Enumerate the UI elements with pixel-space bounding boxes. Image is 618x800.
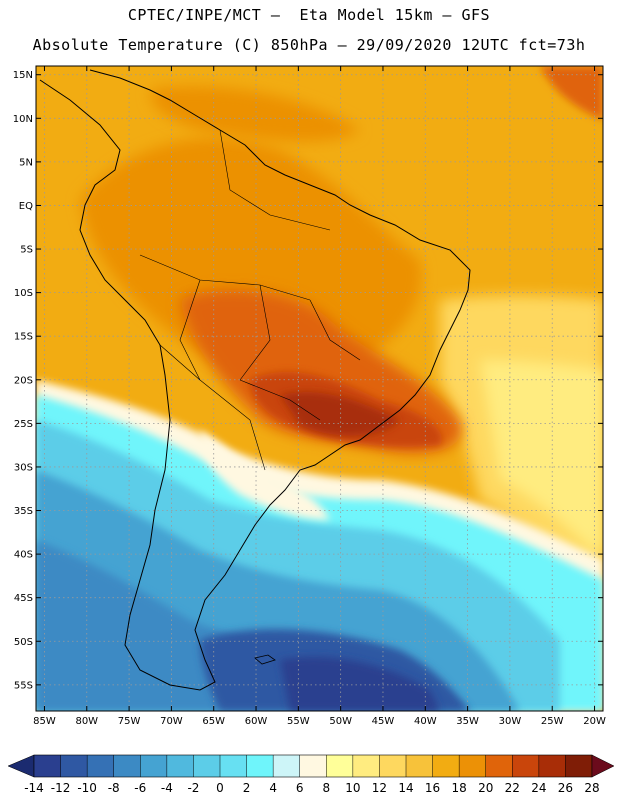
colorbar-swatch bbox=[406, 755, 434, 777]
lat-label: 20S bbox=[14, 375, 33, 386]
lon-label: 80W bbox=[75, 716, 98, 727]
colorbar-swatch bbox=[512, 755, 540, 777]
colorbar-swatch bbox=[565, 755, 593, 777]
colorbar-label: 20 bbox=[478, 781, 494, 795]
colorbar-label: 22 bbox=[504, 781, 520, 795]
lat-label: 55S bbox=[14, 680, 33, 691]
colorbar-label: 0 bbox=[216, 781, 224, 795]
colorbar-arrow-high bbox=[591, 754, 615, 778]
colorbar-swatch bbox=[299, 755, 327, 777]
colorbar-label: 6 bbox=[295, 781, 304, 795]
colorbar-swatch bbox=[432, 755, 460, 777]
colorbar-label: 18 bbox=[451, 781, 467, 795]
lon-label: 20W bbox=[583, 716, 606, 727]
lon-label: 50W bbox=[329, 716, 352, 727]
colorbar bbox=[7, 754, 615, 778]
lat-label: 35S bbox=[14, 506, 33, 517]
lat-label: 50S bbox=[14, 637, 33, 648]
map-title: CPTEC/INPE/MCT – Eta Model 15km – GFS bbox=[127, 6, 491, 24]
map-subtitle: Absolute Temperature (C) 850hPa – 29/09/… bbox=[32, 36, 586, 54]
lon-label: 35W bbox=[456, 716, 479, 727]
colorbar-label: -2 bbox=[187, 781, 200, 795]
lat-label: 45S bbox=[14, 593, 33, 604]
colorbar-swatch bbox=[538, 755, 566, 777]
colorbar-swatch bbox=[140, 755, 168, 777]
lon-label: 45W bbox=[372, 716, 395, 727]
colorbar-swatch bbox=[326, 755, 354, 777]
colorbar-swatch bbox=[485, 755, 513, 777]
colorbar-swatch bbox=[34, 755, 62, 777]
colorbar-label: -4 bbox=[160, 781, 173, 795]
lat-label: EQ bbox=[19, 201, 33, 212]
lat-label: 25S bbox=[14, 419, 33, 430]
lat-label: 30S bbox=[14, 462, 33, 473]
lat-label: 10N bbox=[13, 114, 33, 125]
colorbar-swatch bbox=[220, 755, 248, 777]
lon-label: 85W bbox=[33, 716, 56, 727]
colorbar-label: -12 bbox=[50, 781, 71, 795]
colorbar-swatch bbox=[60, 755, 88, 777]
colorbar-swatch bbox=[193, 755, 221, 777]
colorbar-label: 14 bbox=[398, 781, 414, 795]
lat-label: 15S bbox=[14, 332, 33, 343]
lon-label: 70W bbox=[160, 716, 183, 727]
lat-label: 15N bbox=[13, 70, 33, 81]
map-frame bbox=[35, 65, 604, 712]
lat-label: 5S bbox=[20, 245, 33, 256]
falkland-islands bbox=[254, 654, 276, 665]
colorbar-label: 12 bbox=[371, 781, 388, 795]
axis-ticks bbox=[36, 66, 603, 711]
colorbar-label: 4 bbox=[269, 781, 277, 795]
colorbar-label: 2 bbox=[242, 781, 251, 795]
longitude-labels: 85W 80W 75W 70W 65W 60W 55W 50W 45W 40W 35W 30W 25W 2… bbox=[33, 716, 606, 727]
colorbar-label: 28 bbox=[584, 781, 600, 795]
colorbar-label: -14 bbox=[24, 781, 44, 795]
colorbar-arrow-low bbox=[7, 754, 35, 778]
lat-label: 10S bbox=[14, 288, 33, 299]
temperature-field bbox=[36, 66, 603, 711]
colorbar-swatch bbox=[246, 755, 274, 777]
colorbar-label: 26 bbox=[557, 781, 574, 795]
colorbar-swatch bbox=[113, 755, 141, 777]
colorbar-swatch bbox=[459, 755, 487, 777]
colorbar-label: 16 bbox=[424, 781, 441, 795]
lat-label: 40S bbox=[14, 550, 33, 561]
colorbar-swatch bbox=[273, 755, 301, 777]
coastline bbox=[39, 69, 471, 691]
colorbar-swatch bbox=[166, 755, 194, 777]
lon-label: 40W bbox=[414, 716, 437, 727]
colorbar-swatch bbox=[352, 755, 380, 777]
lon-label: 60W bbox=[245, 716, 268, 727]
lat-label: 5N bbox=[19, 157, 33, 168]
latitude-labels: 15N 10N 5N EQ 5S 10S 15S 20S 25S 30S 35S 40S 45S 50S 5… bbox=[13, 70, 33, 691]
colorbar-label: 24 bbox=[531, 781, 547, 795]
colorbar-swatch bbox=[87, 755, 115, 777]
colorbar-label: -10 bbox=[77, 781, 97, 795]
lon-label: 55W bbox=[287, 716, 310, 727]
lon-label: 65W bbox=[202, 716, 225, 727]
colorbar-label: -8 bbox=[107, 781, 120, 795]
colorbar-label: -6 bbox=[134, 781, 147, 795]
colorbar-label: 8 bbox=[322, 781, 331, 795]
lon-label: 30W bbox=[499, 716, 522, 727]
colorbar-label: 10 bbox=[345, 781, 361, 795]
graticule bbox=[36, 66, 603, 711]
lon-label: 25W bbox=[541, 716, 564, 727]
country-borders bbox=[139, 129, 361, 471]
lon-label: 75W bbox=[118, 716, 141, 727]
colorbar-swatch bbox=[379, 755, 407, 777]
